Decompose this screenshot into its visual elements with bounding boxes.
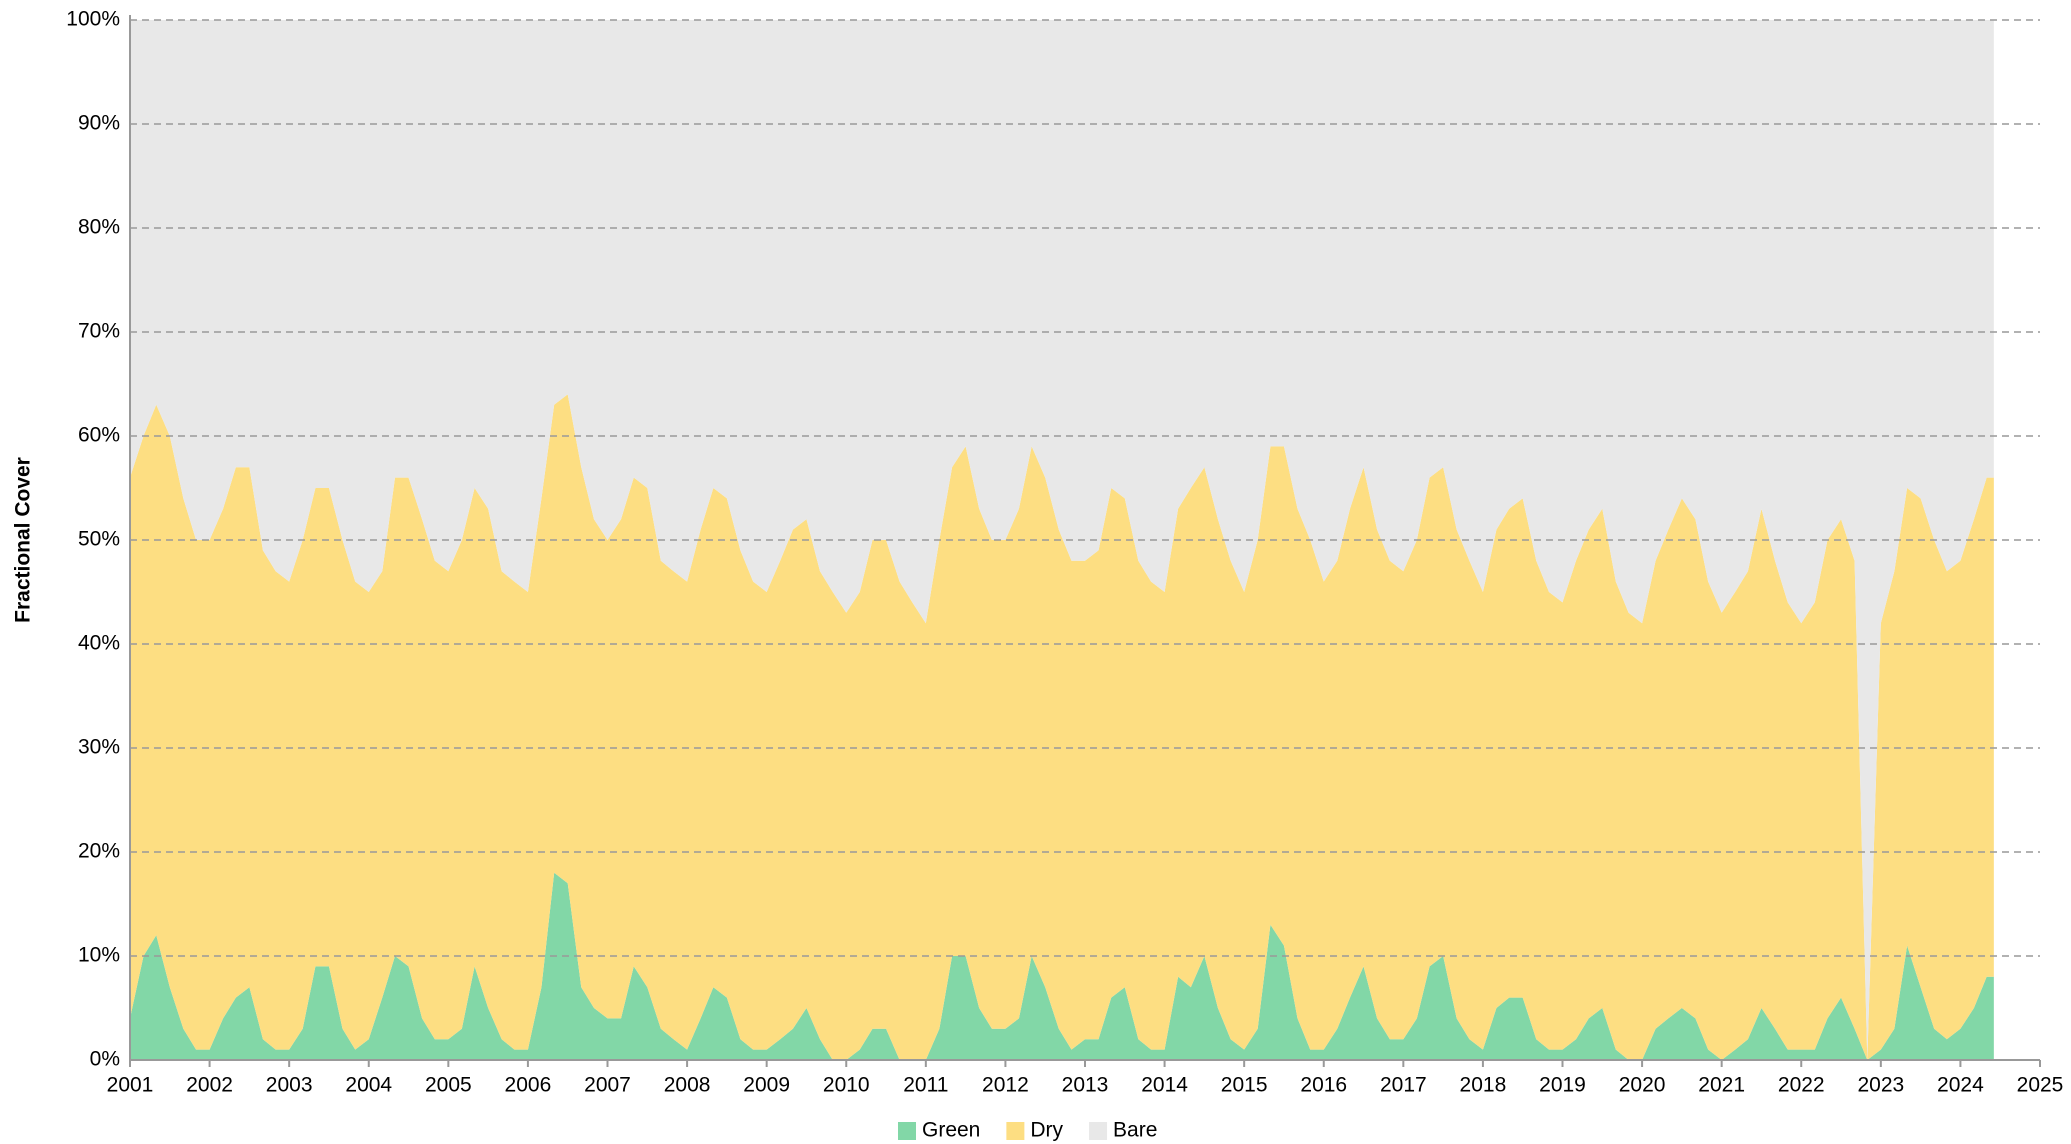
x-tick-label: 2006 bbox=[505, 1074, 552, 1097]
x-tick-label: 2010 bbox=[823, 1074, 870, 1097]
x-tick-label: 2014 bbox=[1141, 1074, 1188, 1097]
y-tick-label: 0% bbox=[90, 1048, 120, 1071]
x-tick-label: 2009 bbox=[743, 1074, 790, 1097]
x-tick-label: 2003 bbox=[266, 1074, 313, 1097]
y-tick-label: 20% bbox=[78, 840, 120, 863]
x-tick-label: 2012 bbox=[982, 1074, 1029, 1097]
y-tick-label: 100% bbox=[66, 8, 120, 31]
x-tick-label: 2013 bbox=[1062, 1074, 1109, 1097]
y-tick-label: 40% bbox=[78, 632, 120, 655]
x-tick-label: 2021 bbox=[1698, 1074, 1745, 1097]
x-tick-label: 2018 bbox=[1460, 1074, 1507, 1097]
x-tick-label: 2007 bbox=[584, 1074, 631, 1097]
x-tick-label: 2025 bbox=[2017, 1074, 2064, 1097]
y-tick-label: 90% bbox=[78, 112, 120, 135]
x-tick-label: 2011 bbox=[903, 1074, 948, 1097]
area bbox=[130, 394, 1994, 1060]
legend-label: Bare bbox=[1113, 1119, 1157, 1142]
x-tick-label: 2008 bbox=[664, 1074, 711, 1097]
y-tick-label: 50% bbox=[78, 528, 120, 551]
x-tick-label: 2001 bbox=[107, 1074, 154, 1097]
y-tick-label: 30% bbox=[78, 736, 120, 759]
area bbox=[130, 872, 1994, 1060]
legend-swatch bbox=[1089, 1122, 1108, 1140]
legend-label: Green bbox=[922, 1119, 980, 1142]
x-tick-label: 2022 bbox=[1778, 1074, 1825, 1097]
x-tick-label: 2017 bbox=[1380, 1074, 1427, 1097]
x-tick-label: 2015 bbox=[1221, 1074, 1268, 1097]
legend-label: Dry bbox=[1030, 1119, 1063, 1142]
x-tick-label: 2005 bbox=[425, 1074, 472, 1097]
x-tick-label: 2002 bbox=[186, 1074, 233, 1097]
y-tick-label: 70% bbox=[78, 320, 120, 343]
x-tick-label: 2019 bbox=[1539, 1074, 1586, 1097]
y-tick-label: 10% bbox=[78, 944, 120, 967]
x-tick-label: 2024 bbox=[1937, 1074, 1984, 1097]
x-tick-label: 2020 bbox=[1619, 1074, 1666, 1097]
legend-swatch bbox=[898, 1122, 916, 1140]
x-tick-label: 2023 bbox=[1857, 1074, 1904, 1097]
x-tick-label: 2004 bbox=[345, 1074, 392, 1097]
area bbox=[130, 20, 1994, 1060]
legend-swatch bbox=[1006, 1122, 1025, 1140]
y-axis-title: Fractional Cover bbox=[12, 457, 35, 623]
x-tick-label: 2016 bbox=[1300, 1074, 1347, 1097]
y-tick-label: 80% bbox=[78, 216, 120, 239]
y-tick-label: 60% bbox=[78, 424, 120, 447]
